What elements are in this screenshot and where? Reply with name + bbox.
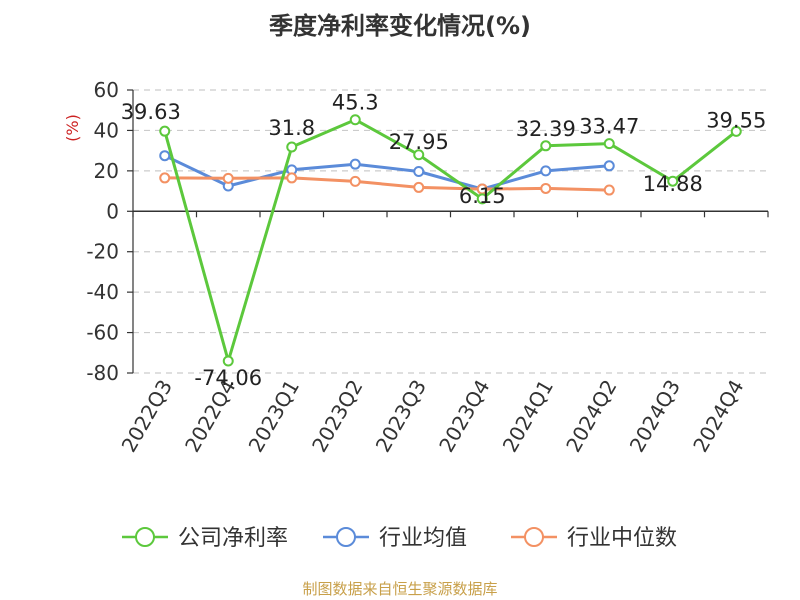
y-tick-label: 20 [94, 159, 119, 183]
data-point-2[interactable] [540, 182, 552, 194]
data-point-2[interactable] [222, 172, 234, 184]
legend-label-0[interactable]: 公司净利率 [178, 526, 288, 551]
data-label: 33.47 [579, 115, 639, 139]
data-label: -74.06 [194, 366, 262, 390]
data-label: 14.88 [643, 172, 703, 196]
data-point-1[interactable] [349, 158, 361, 170]
data-point-1[interactable] [603, 160, 615, 172]
data-point-0[interactable] [222, 355, 234, 367]
y-axis-label: (%) [63, 114, 82, 142]
source-note: 制图数据来自恒生聚源数据库 [302, 580, 498, 598]
data-label: 45.3 [332, 91, 379, 115]
x-tick-label: 2023Q3 [371, 376, 431, 457]
series-line-2 [164, 176, 610, 192]
legend-label-1[interactable]: 行业均值 [379, 526, 467, 551]
y-tick-label: -60 [86, 321, 119, 345]
y-tick-label: 60 [94, 78, 119, 102]
series-line-0 [163, 118, 738, 363]
data-point-0[interactable] [730, 125, 742, 137]
x-tick-label: 2022Q3 [117, 376, 177, 457]
data-point-0[interactable] [476, 193, 488, 205]
data-label: 31.8 [268, 116, 315, 140]
x-tick-label: 2024Q4 [688, 376, 748, 457]
x-tick-label: 2024Q2 [561, 376, 621, 457]
data-point-2[interactable] [286, 172, 298, 184]
data-point-1[interactable] [540, 165, 552, 177]
x-tick-label: 2024Q3 [625, 376, 685, 457]
series-line-1 [164, 154, 610, 191]
data-point-2[interactable] [349, 175, 361, 187]
y-tick-label: -80 [86, 361, 119, 385]
y-tick-label: -40 [86, 280, 119, 304]
data-point-2[interactable] [159, 172, 171, 184]
x-tick-label: 2023Q2 [307, 376, 367, 457]
data-point-0[interactable] [540, 140, 552, 152]
legend-marker-0 [135, 527, 155, 547]
y-tick-label: 0 [106, 199, 119, 223]
data-point-0[interactable] [349, 114, 361, 126]
legend-marker-1 [336, 527, 356, 547]
x-tick-label: 2024Q1 [498, 376, 558, 457]
chart-title: 季度净利率变化情况(%) [269, 12, 531, 40]
data-point-0[interactable] [603, 138, 615, 150]
legend-label-2[interactable]: 行业中位数 [567, 526, 677, 551]
x-tick-label: 2023Q4 [434, 376, 494, 457]
y-tick-label: 40 [94, 118, 119, 142]
data-label: 39.63 [121, 100, 181, 124]
data-point-0[interactable] [667, 175, 679, 187]
data-point-2[interactable] [413, 181, 425, 193]
data-point-0[interactable] [413, 149, 425, 161]
legend-marker-2 [524, 527, 544, 547]
data-point-0[interactable] [159, 125, 171, 137]
data-label: 32.39 [516, 117, 576, 141]
data-label: 39.55 [706, 108, 766, 132]
data-point-0[interactable] [286, 141, 298, 153]
data-point-1[interactable] [413, 165, 425, 177]
data-point-2[interactable] [603, 184, 615, 196]
data-label: 6.15 [459, 184, 506, 208]
data-point-1[interactable] [159, 150, 171, 162]
y-tick-label: -20 [86, 240, 119, 264]
data-label: 27.95 [389, 130, 449, 154]
